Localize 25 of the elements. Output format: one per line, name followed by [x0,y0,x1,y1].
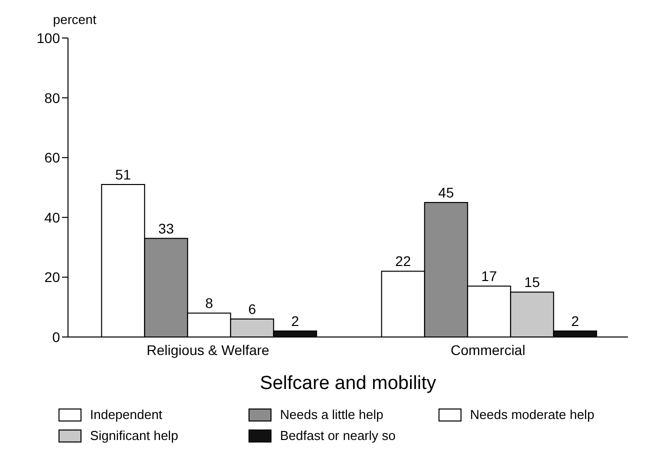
x-axis-title: Selfcare and mobility [260,373,437,394]
y-tick-label: 100 [36,30,60,46]
x-tick-label: Commercial [450,342,526,358]
data-label: 45 [438,184,454,200]
y-tick-label: 80 [44,90,60,106]
data-label: 33 [158,220,174,236]
legend-label: Independent [90,407,162,422]
data-label: 2 [291,313,300,330]
legend-label: Needs moderate help [470,407,594,422]
x-tick-label: Religious & Welfare [146,342,270,358]
legend-label: Bedfast or nearly so [280,428,396,443]
data-label: 15 [524,274,540,290]
legend-label: Significant help [90,428,178,443]
y-tick-label: 60 [44,150,60,166]
data-label: 17 [481,268,498,284]
data-label: 8 [205,295,214,312]
data-label: 22 [395,253,412,270]
y-axis-title: percent [53,12,97,28]
legend-label: Needs a little help [280,407,384,422]
data-label: 51 [115,166,132,183]
data-label: 6 [248,301,256,318]
data-label: 2 [571,313,580,330]
y-tick-label: 40 [44,209,60,226]
y-tick-label: 20 [44,269,60,286]
y-tick-label: 0 [52,328,60,345]
